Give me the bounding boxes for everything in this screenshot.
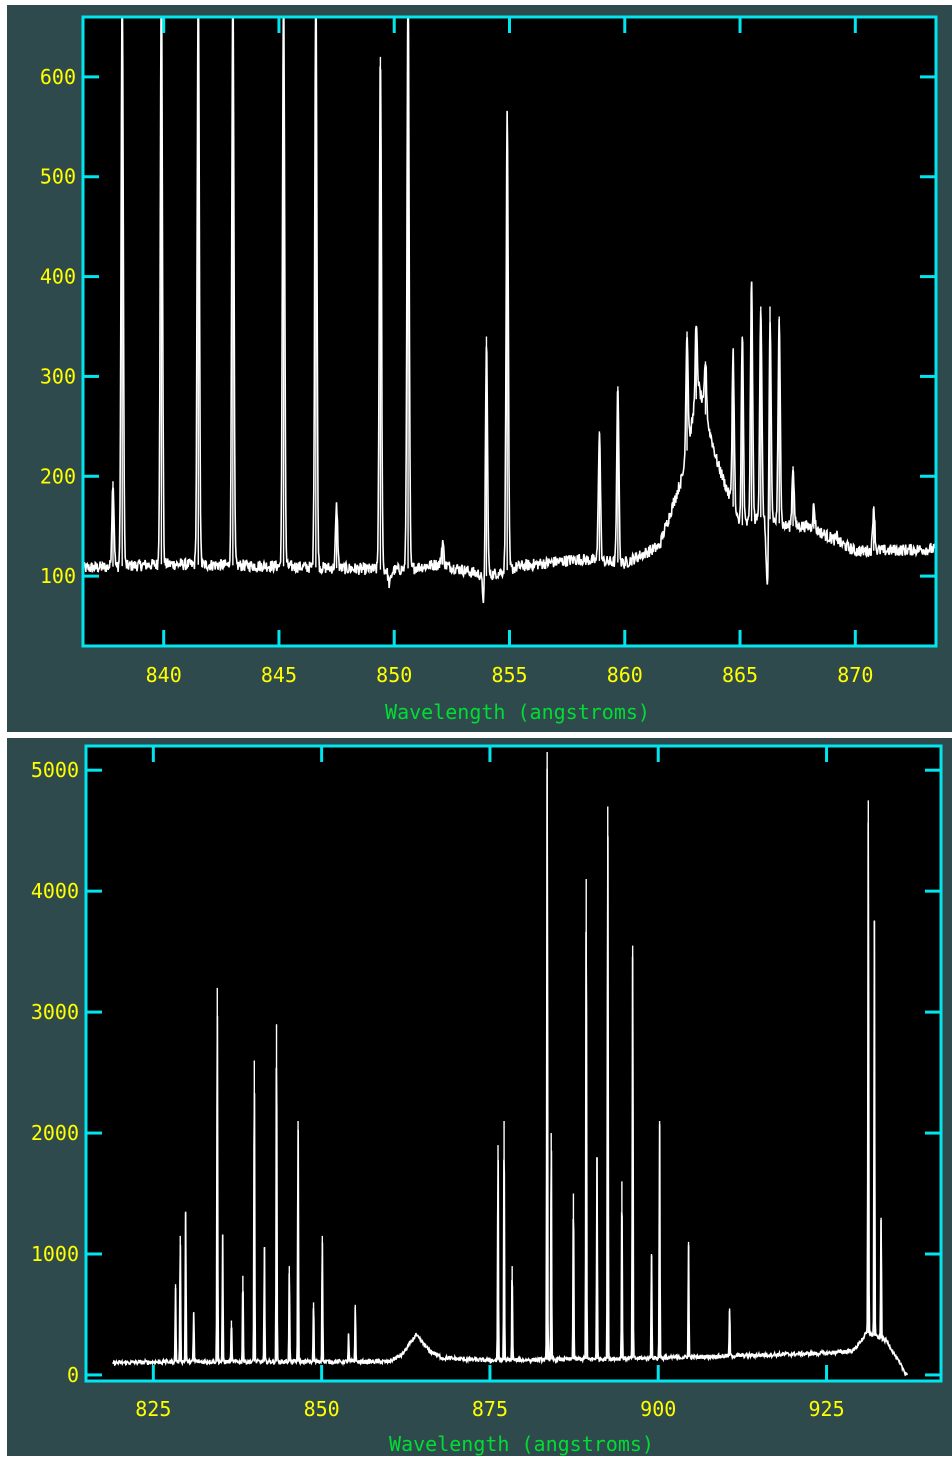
- x-tick-label: 870: [837, 663, 873, 687]
- spectrum-series: [83, 17, 936, 604]
- y-tick-label: 600: [40, 65, 76, 89]
- y-tick-label: 400: [40, 265, 76, 289]
- y-tick-label: 4000: [31, 879, 79, 903]
- plot-area: [86, 746, 941, 1381]
- y-tick-label: 0: [67, 1363, 79, 1387]
- x-tick-label: 825: [135, 1397, 171, 1421]
- spectrum-series: [112, 752, 908, 1377]
- spectrum-line: [112, 768, 908, 1377]
- x-tick-label: 840: [146, 663, 182, 687]
- y-tick-label: 2000: [31, 1121, 79, 1145]
- x-tick-label: 855: [491, 663, 527, 687]
- x-tick-label: 865: [722, 663, 758, 687]
- x-axis-title: Wavelength (angstroms): [385, 700, 650, 724]
- y-tick-label: 200: [40, 464, 76, 488]
- y-tick-label: 1000: [31, 1242, 79, 1266]
- spectrum-chart-bottom: 825 850 875 900 925 0 1000 2000 3000 4000 5000 Wave…: [31, 744, 943, 1456]
- spectrum-panel-top: 840 845 850 855 860 865 870 100 200 300 400 500 600 W…: [7, 5, 952, 732]
- x-tick-label: 900: [640, 1397, 676, 1421]
- x-tick-label: 845: [261, 663, 297, 687]
- x-axis-title: Wavelength (angstroms): [389, 1432, 654, 1456]
- x-tick-label: 875: [472, 1397, 508, 1421]
- y-tick-label: 300: [40, 364, 76, 388]
- spectrum-chart-top: 840 845 850 855 860 865 870 100 200 300 400 500 600 W…: [40, 15, 938, 724]
- y-tick-label: 100: [40, 564, 76, 588]
- x-tick-label: 860: [607, 663, 643, 687]
- x-tick-label: 850: [376, 663, 412, 687]
- plot-frame: [84, 744, 943, 1383]
- y-tick-label: 500: [40, 165, 76, 189]
- x-tick-label: 850: [304, 1397, 340, 1421]
- y-tick-label: 5000: [31, 758, 79, 782]
- spectrum-panel-bottom: 825 850 875 900 925 0 1000 2000 3000 4000 5000 Wave…: [7, 738, 952, 1456]
- y-tick-label: 3000: [31, 1000, 79, 1024]
- x-tick-label: 925: [808, 1397, 844, 1421]
